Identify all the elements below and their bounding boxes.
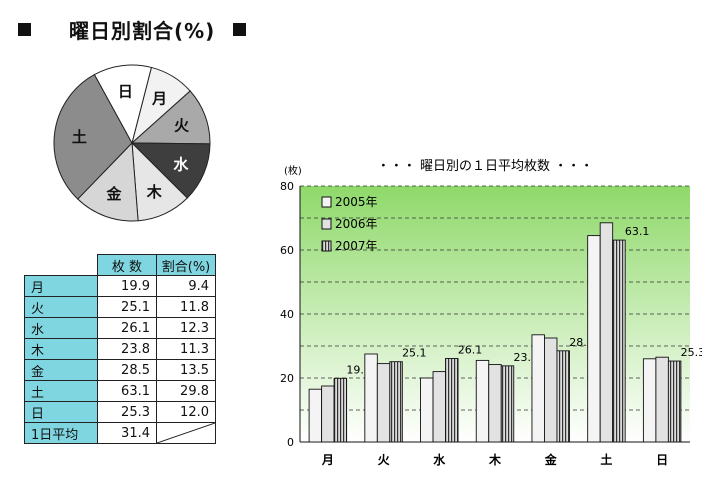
- y-tick-label: 80: [280, 180, 294, 193]
- bar: [364, 353, 378, 443]
- x-tick-label: 金: [544, 452, 558, 467]
- table-cell-day: 水: [24, 317, 98, 339]
- pie-slice-label: 金: [106, 185, 123, 203]
- avg-row: 1日平均 31.4: [24, 422, 216, 444]
- title-square-right: [233, 22, 247, 36]
- legend-swatch: [321, 196, 332, 208]
- bar: [544, 337, 558, 443]
- y-tick-label: 40: [280, 308, 294, 321]
- col-header-count: 枚 数: [97, 254, 157, 276]
- table-cell-ratio: 12.0: [156, 401, 216, 423]
- data-label: 26.1: [458, 343, 483, 356]
- data-label: 25.1: [402, 347, 427, 360]
- table-row: 金 28.5 13.5: [24, 359, 216, 381]
- bar: [556, 350, 570, 443]
- table-cell-ratio: 11.8: [156, 296, 216, 318]
- x-tick-label: 火: [378, 453, 391, 467]
- legend-label: 2006年: [335, 217, 378, 231]
- table-cell-day: 木: [24, 338, 98, 360]
- x-tick-label: 水: [433, 452, 446, 467]
- bar: [376, 363, 391, 443]
- y-tick-label: 60: [280, 244, 294, 257]
- table-cell-count: 63.1: [97, 380, 157, 402]
- bar: [488, 364, 502, 443]
- bar: [445, 358, 459, 443]
- table-row: 木 23.8 11.3: [24, 338, 216, 360]
- table-cell-day: 月: [24, 275, 98, 297]
- pie-slice: [77, 141, 139, 222]
- x-tick-label: 月: [321, 453, 334, 467]
- table-cell-count: 25.3: [97, 401, 157, 423]
- bar: [667, 360, 682, 443]
- table-cell-count: 19.9: [97, 275, 157, 297]
- table-row: 火 25.1 11.8: [24, 296, 216, 318]
- bar: [587, 235, 601, 443]
- pie-slice: [130, 142, 211, 199]
- legend-label: 2005年: [335, 195, 378, 209]
- bar-chart: ・・・ 曜日別の１日平均枚数 ・・・(枚)02040608019.9月25.1火…: [280, 159, 702, 467]
- data-label: 63.1: [625, 225, 650, 238]
- table-cell-count: 28.5: [97, 359, 157, 381]
- table-row: 水 26.1 12.3: [24, 317, 216, 339]
- avg-value: 31.4: [97, 422, 157, 444]
- pie-slice-label: 木: [146, 183, 163, 201]
- bar: [420, 377, 434, 443]
- legend-swatch: [321, 218, 332, 230]
- bar: [642, 358, 657, 443]
- table-cell-ratio: 12.3: [156, 317, 216, 339]
- bar: [321, 385, 335, 443]
- bar: [531, 334, 545, 443]
- bar: [599, 222, 614, 443]
- bar: [308, 388, 323, 443]
- pie-slice-label: 月: [151, 90, 167, 108]
- table-cell-ratio: 9.4: [156, 275, 216, 297]
- table-cell-count: 23.8: [97, 338, 157, 360]
- table-row: 土 63.1 29.8: [24, 380, 216, 402]
- table-row: 日 25.3 12.0: [24, 401, 216, 423]
- bar: [389, 361, 403, 443]
- x-tick-label: 土: [600, 452, 612, 467]
- bar: [333, 377, 348, 443]
- table-cell-day: 土: [24, 380, 98, 402]
- pie-slice-label: 土: [72, 128, 87, 146]
- avg-label: 1日平均: [24, 422, 98, 444]
- pie-title: 曜日別割合(%): [69, 18, 216, 43]
- table-cell-day: 金: [24, 359, 98, 381]
- table-cell-ratio: 11.3: [156, 338, 216, 360]
- bar: [655, 356, 669, 443]
- y-tick-label: 0: [287, 436, 294, 449]
- empty-slash-cell: [156, 422, 216, 444]
- pie-slice: [93, 64, 153, 145]
- legend-swatch: [321, 240, 332, 252]
- legend-label: 2007年: [335, 239, 378, 253]
- data-label: 25.3: [681, 346, 702, 359]
- title-square-left: [18, 22, 31, 36]
- bar: [612, 239, 626, 443]
- x-tick-label: 日: [656, 453, 668, 467]
- col-header-ratio: 割合(%): [156, 254, 216, 276]
- pie-slice: [53, 73, 133, 200]
- chart-header: 曜日別割合(%): [18, 14, 247, 44]
- table-cell-count: 25.1: [97, 296, 157, 318]
- table-cell-day: 日: [24, 401, 98, 423]
- bar: [500, 365, 515, 443]
- y-axis-label: (枚): [284, 164, 302, 177]
- table-row: 月 19.9 9.4: [24, 275, 216, 297]
- bar: [475, 359, 490, 443]
- y-tick-label: 20: [280, 372, 294, 385]
- table-cell-ratio: 29.8: [156, 380, 216, 402]
- table-cell-count: 26.1: [97, 317, 157, 339]
- x-tick-label: 木: [488, 452, 502, 467]
- data-table: 枚 数 割合(%) 月 19.9 9.4 火 25.1 11.8 水 26.1 12.3 木 23.…: [24, 254, 216, 444]
- pie-slice-label: 火: [174, 116, 190, 134]
- table-cell-day: 火: [24, 296, 98, 318]
- bar-chart-title: ・・・ 曜日別の１日平均枚数 ・・・: [377, 159, 593, 174]
- pie-slice-label: 日: [118, 82, 133, 100]
- table-cell-ratio: 13.5: [156, 359, 216, 381]
- pie-slice-label: 水: [173, 156, 189, 174]
- bar: [432, 371, 446, 443]
